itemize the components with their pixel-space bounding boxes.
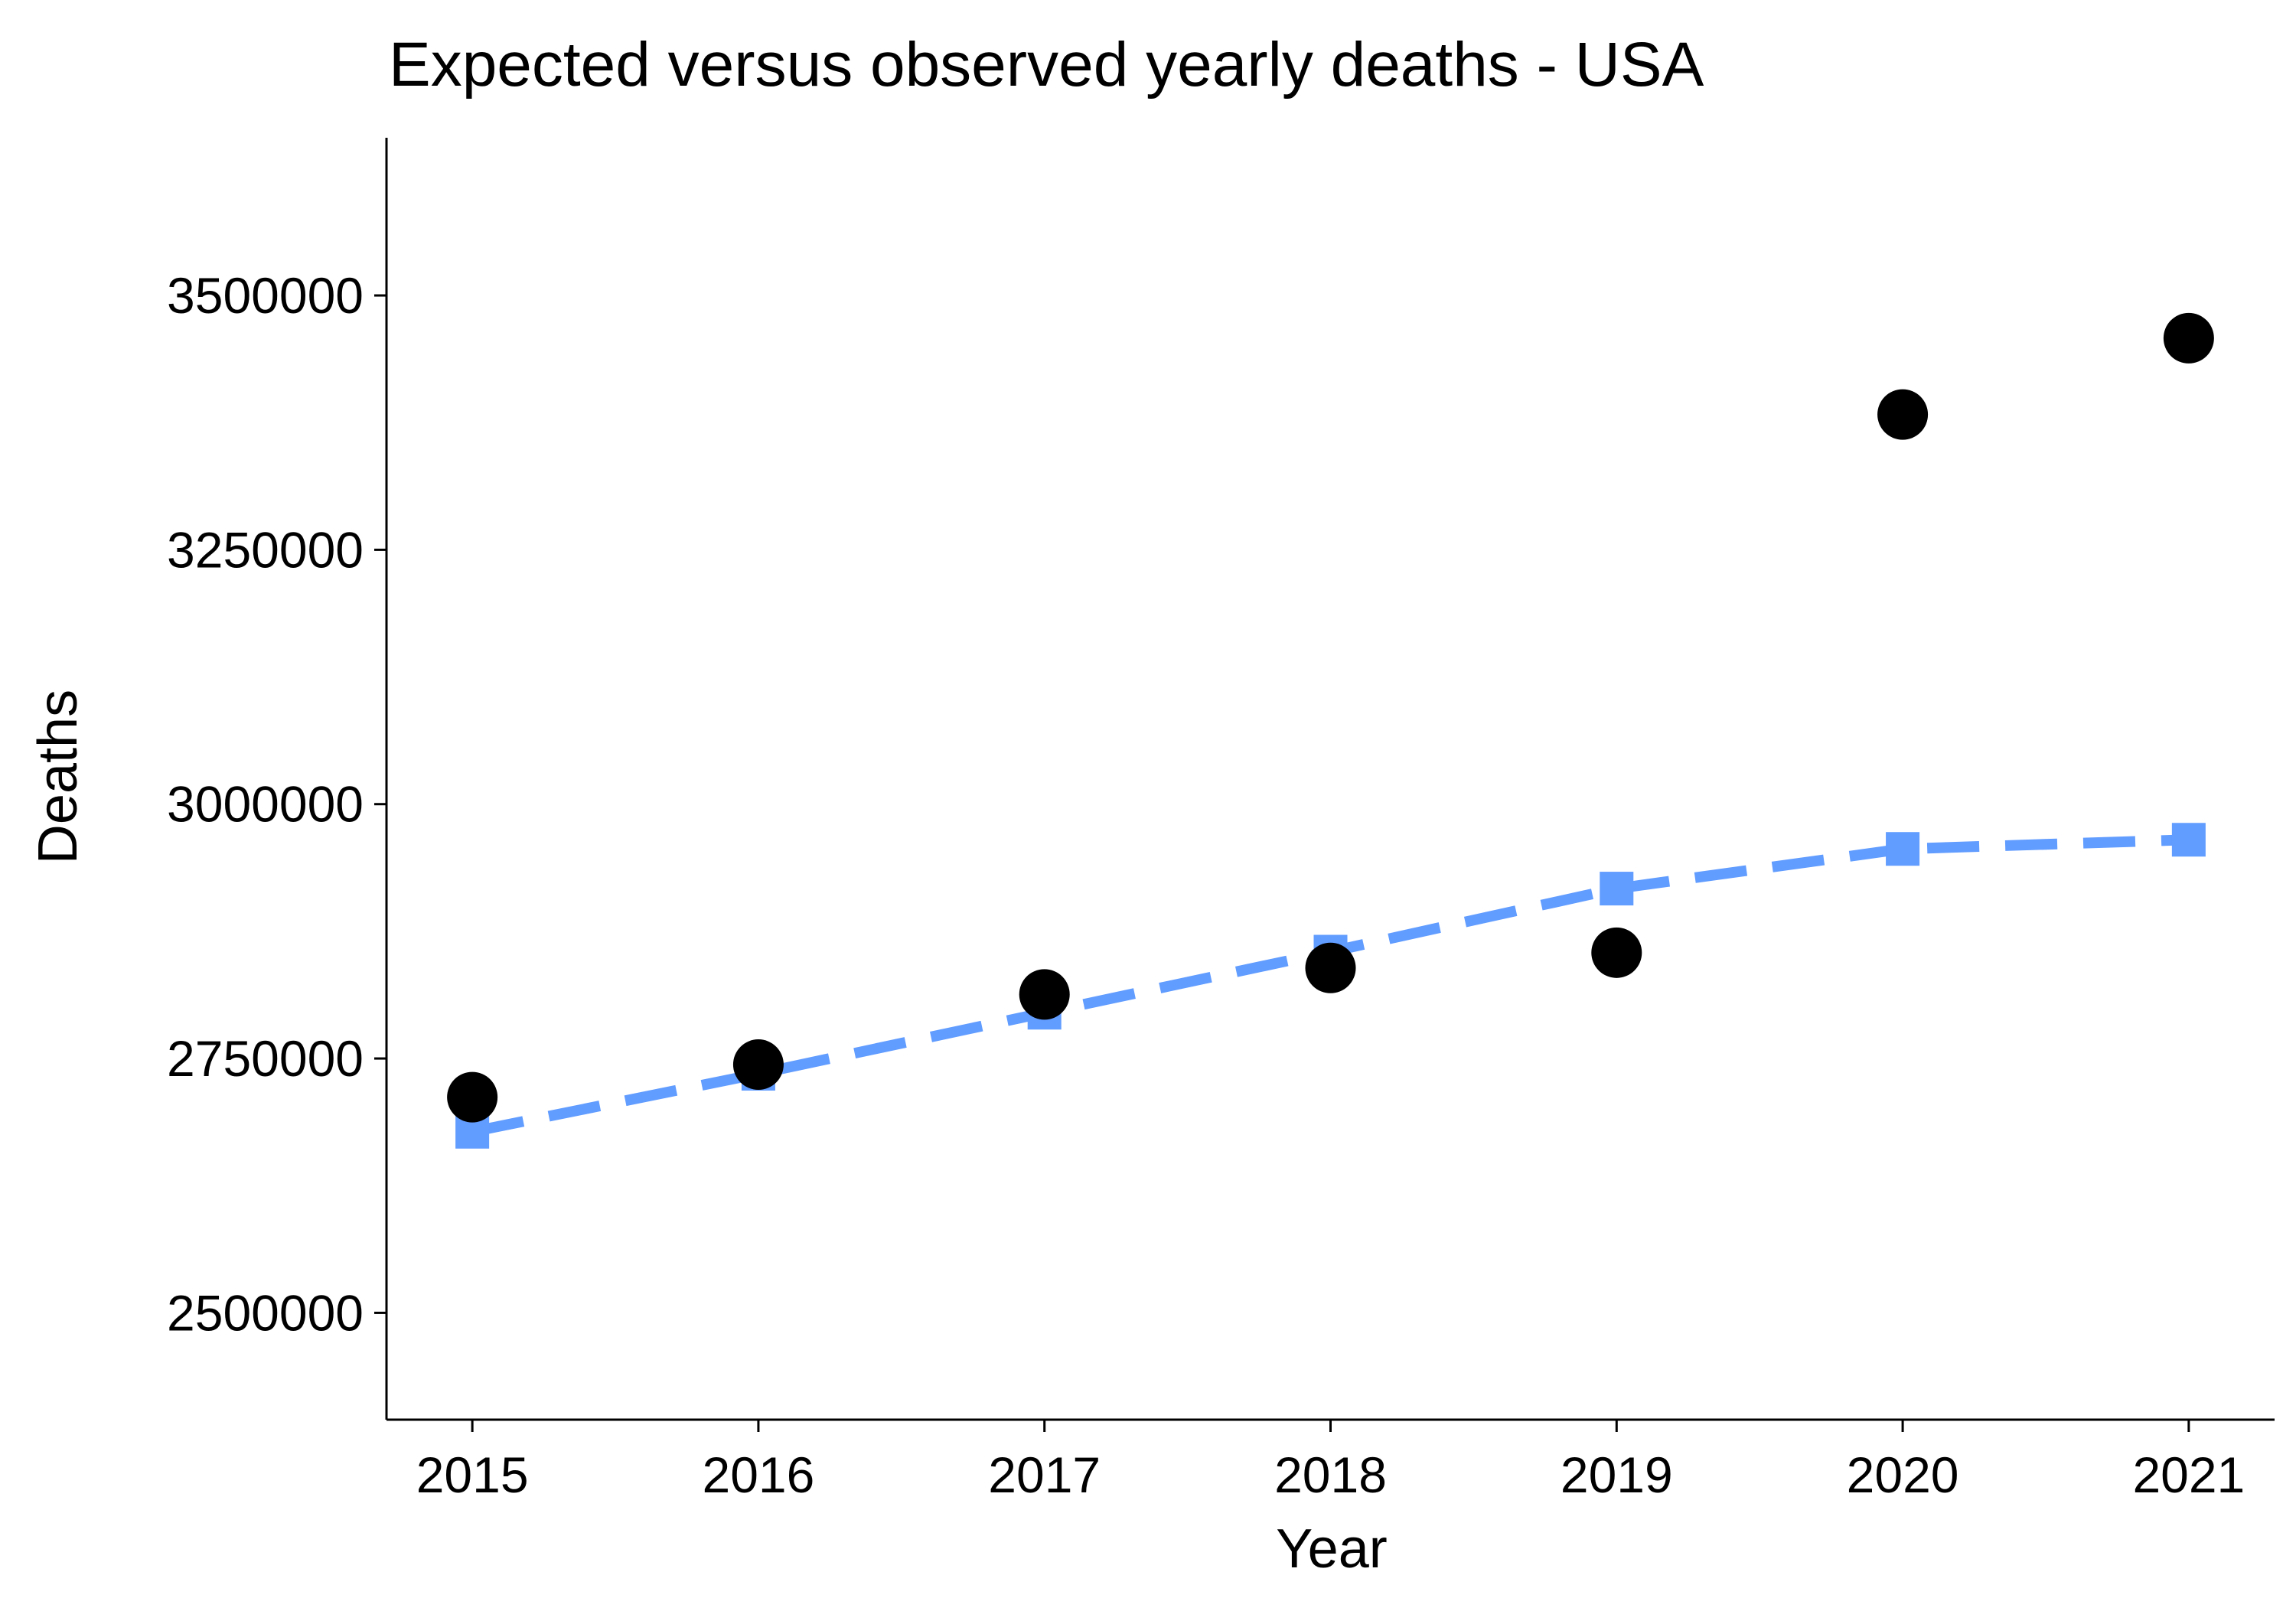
observed-point-marker	[1305, 942, 1356, 993]
expected-point-marker	[1600, 872, 1634, 906]
observed-point-marker	[1591, 927, 1642, 978]
expected-point-marker	[2171, 823, 2206, 857]
x-tick-label: 2017	[988, 1446, 1101, 1503]
x-tick-label: 2015	[416, 1446, 529, 1503]
axes: 2500000 2750000 3000000 3250000 3500000 2015 2…	[167, 138, 2275, 1503]
x-axis-title: Year	[1276, 1518, 1387, 1580]
expected-point-marker	[1886, 832, 1920, 866]
x-tick-label: 2020	[1847, 1446, 1959, 1503]
x-tick-label: 2016	[703, 1446, 815, 1503]
y-tick-label: 2500000	[167, 1284, 364, 1341]
chart-title: Expected versus observed yearly deaths -…	[389, 30, 1704, 99]
plot-area	[447, 312, 2214, 1149]
y-tick-label: 2750000	[167, 1030, 364, 1087]
observed-point-marker	[2163, 312, 2214, 364]
y-tick-label: 3000000	[167, 776, 364, 833]
y-tick-label: 3500000	[167, 267, 364, 324]
observed-point-marker	[447, 1071, 498, 1123]
x-tick-label: 2019	[1561, 1446, 1673, 1503]
observed-point-marker	[732, 1039, 784, 1091]
y-axis-title: Deaths	[28, 690, 89, 864]
x-tick-label: 2021	[2132, 1446, 2245, 1503]
y-tick-label: 3250000	[167, 521, 364, 578]
observed-point-marker	[1019, 969, 1070, 1020]
observed-point-marker	[1877, 389, 1929, 440]
x-tick-label: 2018	[1274, 1446, 1387, 1503]
